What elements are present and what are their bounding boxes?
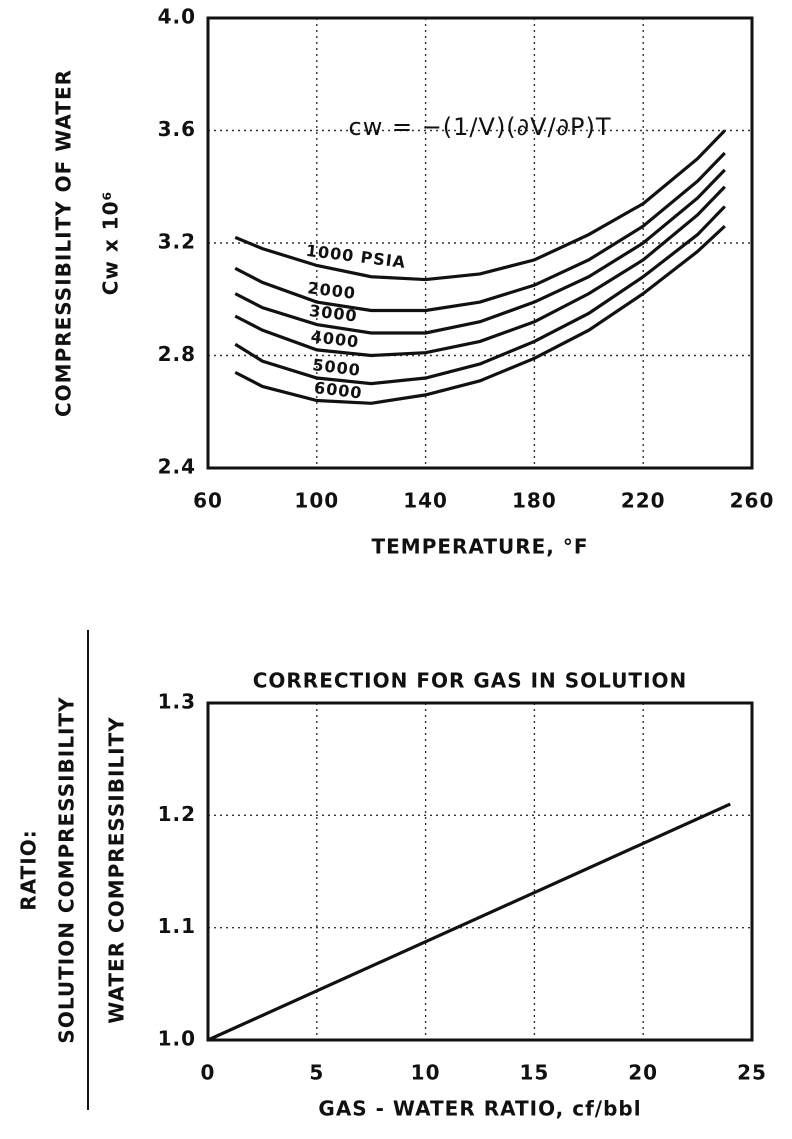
y-tick-label: 1.2 [158,802,196,826]
x-tick-label: 260 [730,489,775,513]
series-line [234,185,726,358]
y-axis-label: SOLUTION COMPRESSIBILITY [55,696,79,1043]
y-tick-label: 2.8 [158,342,196,366]
x-tick-label: 20 [628,1061,658,1085]
x-tick-label: 10 [411,1061,441,1085]
x-tick-label: 100 [294,489,339,513]
y-tick-label: 3.2 [158,230,196,254]
plot-frame [206,701,754,1042]
series-line [234,168,726,335]
series-line [207,802,731,1042]
formula: cw = −(1/V)(∂V/∂P)T [349,113,612,141]
y-axis-label: COMPRESSIBILITY OF WATER [52,69,76,417]
series-line [234,224,726,405]
y-tick-label: 4.0 [158,5,196,29]
series-line [234,129,726,282]
series-label: 3000 [308,301,358,326]
x-tick-label: 180 [512,489,557,513]
y-tick-label: 1.0 [158,1027,196,1051]
x-tick-label: 5 [309,1061,324,1085]
y-axis-label: WATER COMPRESSIBILITY [105,716,129,1023]
y-tick-label: 1.1 [158,914,196,938]
chart-title: CORRECTION FOR GAS IN SOLUTION [253,669,688,693]
x-axis-label: GAS - WATER RATIO, cf/bbl [318,1097,641,1121]
y-tick-label: 2.4 [158,455,196,479]
y-tick-label: 1.3 [158,690,196,714]
x-axis-label: TEMPERATURE, °F [371,535,588,559]
series-line [234,205,726,386]
y-tick-label: 3.6 [158,117,196,141]
series-label: 2000 [307,278,357,303]
x-tick-label: 0 [201,1061,216,1085]
series-line [234,151,726,313]
y-axis-label: Cw x 10⁶ [99,191,123,296]
x-tick-label: 140 [403,489,448,513]
series-label: 5000 [311,355,361,380]
x-tick-label: 60 [193,489,223,513]
x-tick-label: 25 [737,1061,767,1085]
x-tick-label: 15 [519,1061,549,1085]
plot-frame [206,16,754,470]
x-tick-label: 220 [621,489,666,513]
y-axis-label: RATIO: [17,829,41,910]
